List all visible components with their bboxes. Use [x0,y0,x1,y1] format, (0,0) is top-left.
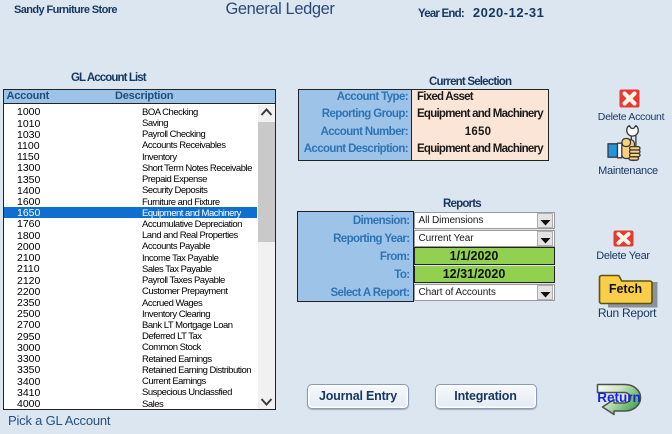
svg-text:Fetch: Fetch [609,282,642,296]
svg-text:Return: Return [597,390,641,405]
